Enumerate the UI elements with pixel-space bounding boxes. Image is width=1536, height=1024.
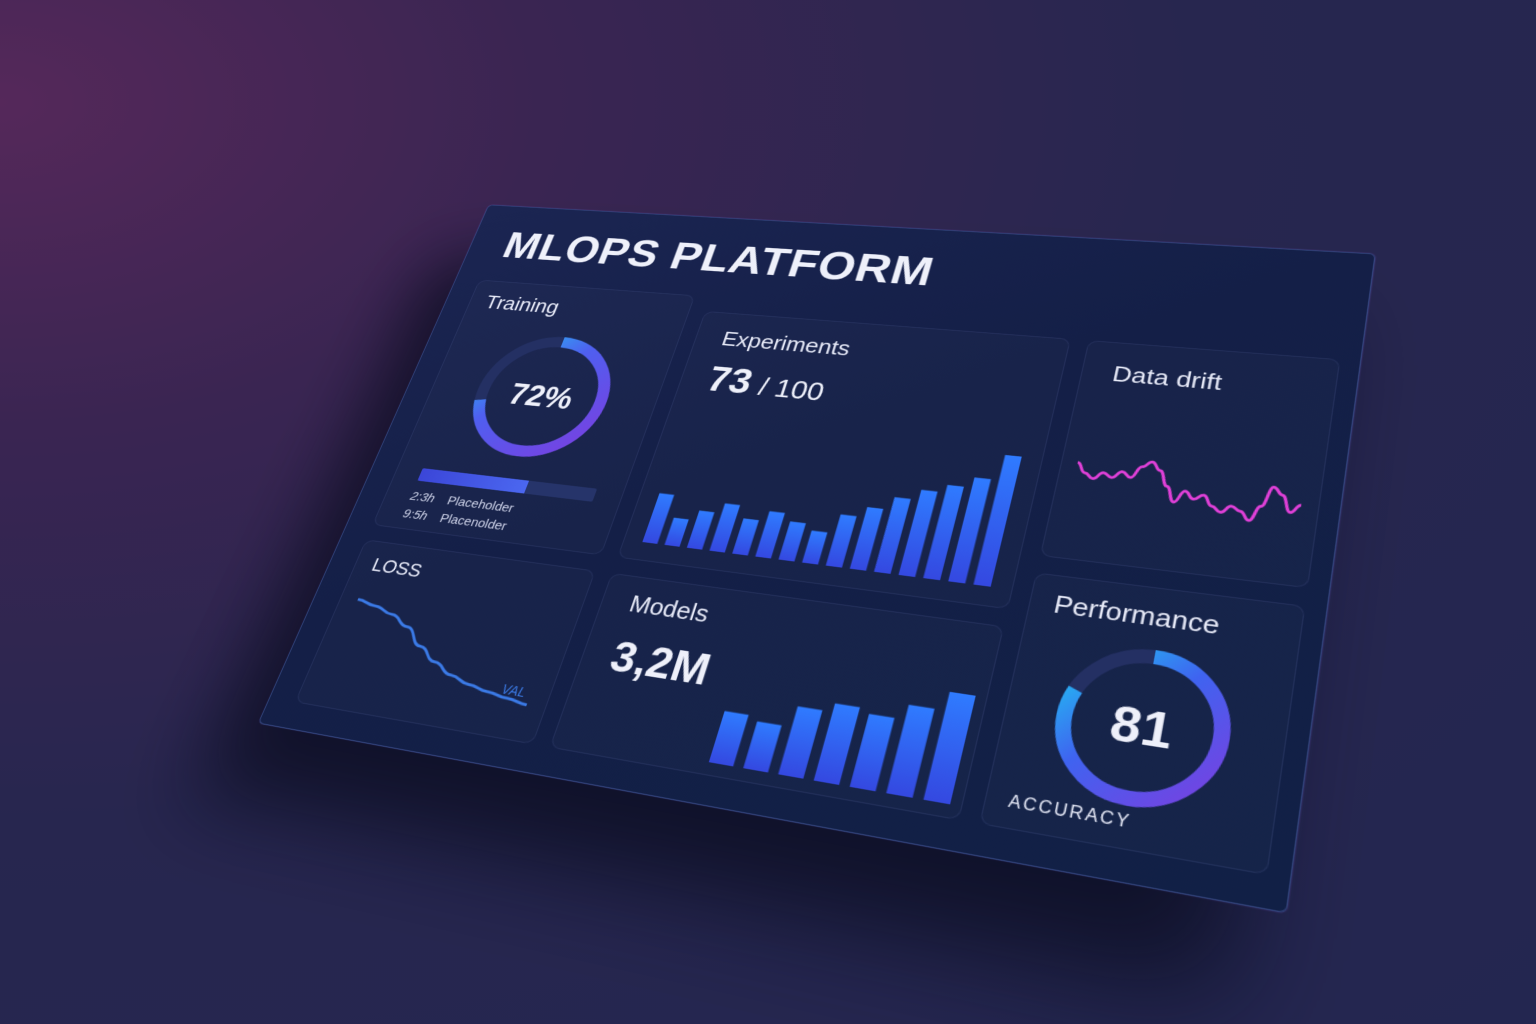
experiments-count: 73 / 100: [702, 360, 831, 409]
experiments-bar: [687, 511, 715, 550]
models-bar: [709, 711, 749, 766]
data-drift-title: Data drift: [1110, 361, 1224, 396]
training-progress-fill: [417, 468, 529, 493]
data-drift-chart: [1065, 425, 1310, 547]
experiments-title: Experiments: [718, 327, 853, 361]
loss-title: LOSS: [368, 554, 425, 582]
training-percent: 72%: [504, 379, 579, 416]
experiments-bar: [802, 531, 827, 565]
page-title: MLOPS PLATFORM: [496, 224, 939, 295]
dashboard-panel: MLOPS PLATFORM Training 72%: [258, 205, 1376, 914]
models-value: 3,2M: [604, 631, 717, 696]
experiments-bar-chart: [642, 419, 1022, 586]
experiments-value: 73: [702, 360, 758, 402]
experiments-bar: [779, 521, 806, 561]
experiments-card[interactable]: Experiments 73 / 100: [617, 311, 1071, 609]
training-title: Training: [481, 291, 562, 318]
training-row-time: 2:3h: [408, 489, 437, 505]
models-bar: [743, 721, 781, 772]
experiments-bar: [732, 518, 759, 555]
models-bar: [850, 714, 895, 791]
experiments-bar: [755, 511, 785, 558]
experiments-total: / 100: [755, 372, 828, 406]
data-drift-card[interactable]: Data drift: [1040, 340, 1341, 588]
models-card[interactable]: Models 3,2M: [549, 573, 1004, 820]
models-bar: [778, 706, 822, 778]
training-row-time: 9:5h: [401, 507, 430, 524]
models-title: Models: [626, 590, 713, 629]
training-row-label: Placenolder: [437, 511, 509, 533]
data-drift-line: [1069, 455, 1305, 526]
performance-card[interactable]: Performance 81 ACCURACY: [979, 572, 1305, 875]
experiments-bar: [826, 514, 857, 567]
experiments-bar: [664, 518, 688, 547]
loss-chart: [320, 592, 557, 721]
experiments-bar: [973, 455, 1021, 587]
training-ring: 72%: [440, 323, 641, 473]
models-bar-chart: [709, 656, 977, 804]
loss-card[interactable]: LOSS VAL: [295, 539, 596, 744]
performance-value: 81: [1105, 695, 1177, 760]
